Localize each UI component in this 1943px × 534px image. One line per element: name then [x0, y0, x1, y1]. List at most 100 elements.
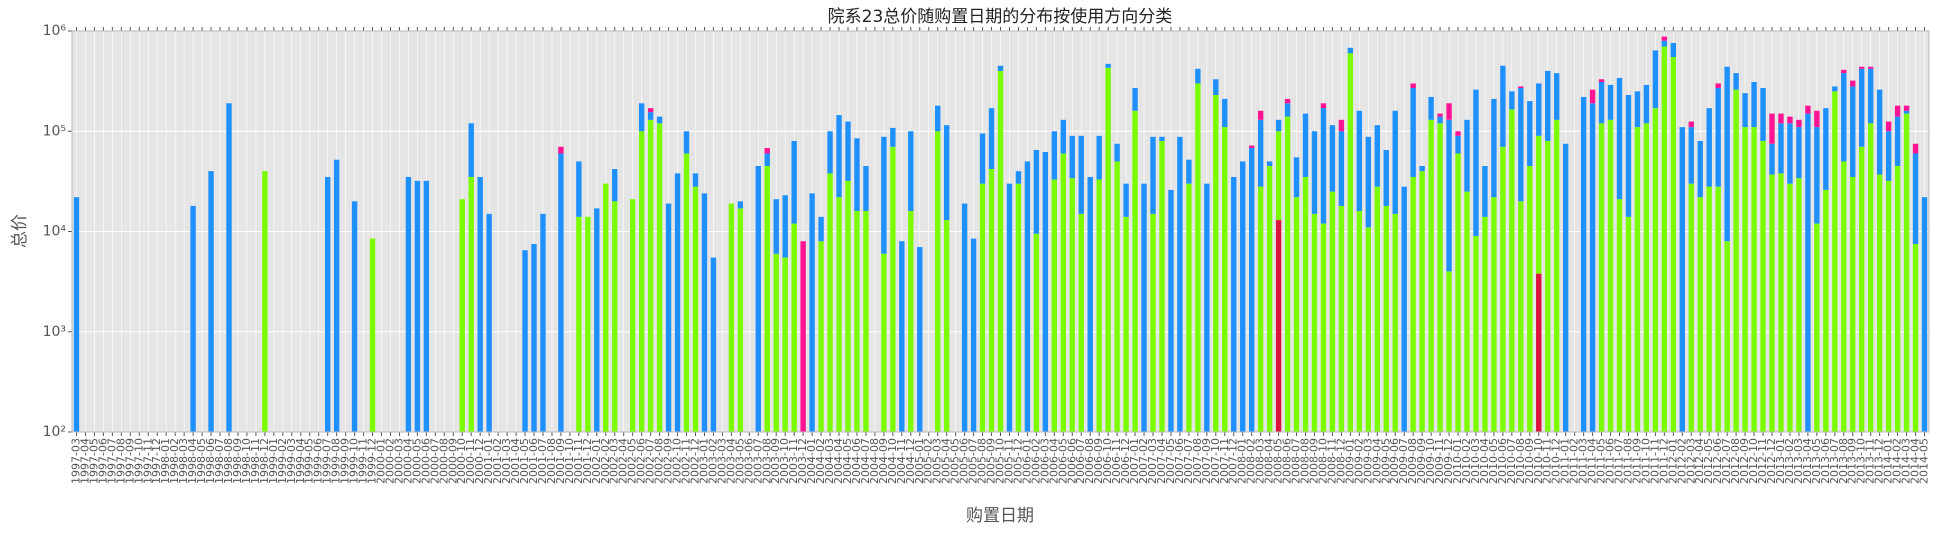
- bar-segment: [1051, 179, 1058, 432]
- x-tick-label: 2007-04: [1155, 438, 1168, 484]
- bar-segment: [1150, 213, 1156, 432]
- bar-segment: [773, 253, 779, 432]
- x-tick-label: 2001-01: [482, 438, 495, 484]
- bar-segment: [1805, 113, 1811, 432]
- bar-segment: [1823, 108, 1829, 190]
- x-tick-label: 2001-08: [545, 438, 558, 484]
- x-tick-label: 2008-04: [1263, 438, 1276, 484]
- x-tick-label: 2001-09: [554, 438, 567, 484]
- x-tick-label: 2002-03: [608, 438, 621, 484]
- x-tick-label: 2010-07: [1505, 438, 1518, 484]
- bar-segment: [1329, 125, 1336, 192]
- bar-segment: [1114, 143, 1120, 162]
- bar-segment: [1598, 123, 1605, 433]
- bar-segment: [1634, 91, 1641, 128]
- bar-segment: [1607, 84, 1614, 120]
- x-tick-label: 1999-01: [267, 438, 280, 484]
- bar-segment: [558, 146, 564, 154]
- x-tick-label: 1998-05: [195, 438, 208, 484]
- x-tick-label: 1998-04: [186, 438, 199, 484]
- bar-segment: [1616, 199, 1623, 432]
- bar-segment: [1015, 183, 1022, 432]
- bar-segment: [1751, 127, 1757, 433]
- x-tick-label: 2000-02: [383, 438, 396, 484]
- bar-segment: [1455, 153, 1461, 432]
- bar-segment: [1554, 119, 1560, 432]
- x-tick-label: 2006-12: [1119, 438, 1132, 484]
- bar-segment: [1867, 66, 1874, 69]
- x-tick-label: 2004-02: [814, 438, 827, 484]
- bar-segment: [1643, 84, 1650, 124]
- bar-segment: [1266, 166, 1273, 432]
- y-tick-label: 10⁵: [43, 123, 66, 139]
- bar-segment: [1455, 131, 1461, 136]
- bar-segment: [863, 211, 869, 432]
- x-tick-label: 2011-10: [1639, 438, 1652, 484]
- x-tick-label: 2000-12: [473, 438, 486, 484]
- bar-segment: [1347, 47, 1354, 54]
- x-tick-label: 2014-04: [1909, 438, 1922, 484]
- plot-frame: [71, 30, 1930, 433]
- x-tick-label: 2006-03: [1038, 438, 1051, 484]
- x-tick-label: 2005-11: [1002, 438, 1015, 484]
- x-tick-label: 2007-06: [1173, 438, 1186, 484]
- bar-segment: [1536, 273, 1542, 432]
- bar-segment: [531, 244, 537, 432]
- bar-segment: [1850, 176, 1856, 432]
- bar-segment: [468, 176, 474, 432]
- x-tick-label: 2011-11: [1648, 438, 1661, 484]
- x-tick-label: 2002-09: [662, 438, 675, 484]
- bar-segment: [1778, 123, 1784, 174]
- x-tick-label: 2008-11: [1325, 438, 1338, 484]
- bar-segment: [1634, 127, 1641, 433]
- bar-segment: [1688, 127, 1694, 184]
- bar-segment: [970, 238, 977, 432]
- bar-segment: [1867, 68, 1874, 124]
- bar-segment: [1006, 183, 1013, 432]
- x-tick-label: 2000-10: [455, 438, 468, 484]
- x-tick-label: 2001-02: [491, 438, 504, 484]
- bar-segment: [1374, 186, 1380, 432]
- x-tick-label: 1997-03: [69, 438, 82, 484]
- x-tick-label: 2011-02: [1568, 438, 1581, 484]
- bar-segment: [262, 171, 268, 432]
- x-tick-label: 2000-06: [419, 438, 432, 484]
- x-tick-label: 1998-03: [177, 438, 190, 484]
- bar-segment: [1706, 186, 1712, 432]
- bar-segment: [1060, 119, 1066, 154]
- x-tick-label: 2011-01: [1559, 438, 1572, 484]
- bar-segment: [423, 180, 430, 432]
- x-tick-label: 2005-06: [958, 438, 971, 484]
- x-tick-label: 1999-10: [348, 438, 361, 484]
- x-tick-label: 2007-09: [1200, 438, 1213, 484]
- x-tick-label: 2008-03: [1254, 438, 1267, 484]
- x-tick-label: 2013-12: [1873, 438, 1886, 484]
- x-tick-label: 1997-05: [87, 438, 100, 484]
- bar-segment: [1410, 88, 1416, 177]
- bar-segment: [1769, 113, 1775, 144]
- bar-segment: [665, 203, 672, 432]
- bar-segment: [1150, 136, 1156, 214]
- x-axis-label: 购置日期: [966, 506, 1034, 526]
- bar-segment: [1688, 121, 1694, 128]
- x-tick-label: 2010-02: [1460, 438, 1473, 484]
- x-tick-label: 2001-03: [500, 438, 513, 484]
- x-tick-label: 2014-03: [1900, 438, 1913, 484]
- bar-segment: [890, 127, 896, 147]
- x-tick-label: 2004-06: [850, 438, 863, 484]
- x-tick-label: 2000-04: [401, 438, 414, 484]
- x-tick-label: 1997-06: [96, 438, 109, 484]
- bar-segment: [1715, 83, 1721, 89]
- bar-segment: [414, 180, 421, 432]
- bar-segment: [782, 195, 788, 258]
- bar-segment: [1365, 227, 1372, 432]
- x-tick-label: 2004-11: [895, 438, 908, 484]
- bar-segment: [854, 138, 860, 212]
- bar-segment: [1652, 108, 1659, 433]
- bar-segment: [1078, 135, 1084, 214]
- x-tick-label: 2012-07: [1720, 438, 1733, 484]
- bar-segment: [1724, 66, 1730, 242]
- bar-segment: [612, 201, 618, 432]
- bar-segment: [1625, 94, 1632, 217]
